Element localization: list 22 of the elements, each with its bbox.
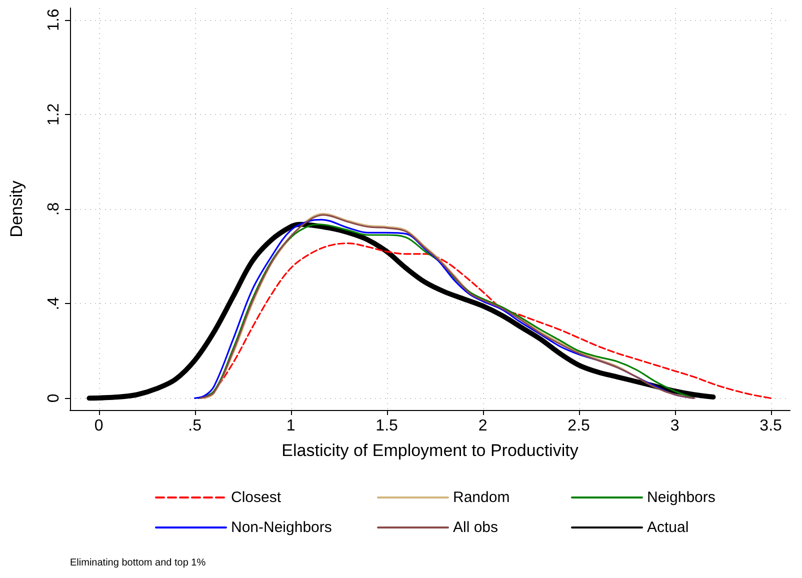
legend-label: Neighbors — [647, 489, 716, 506]
y-tick-label: 1.6 — [46, 8, 62, 31]
y-tick-label: 1.2 — [46, 103, 62, 126]
x-tick-label: .5 — [188, 418, 202, 434]
y-tick-label: .4 — [46, 296, 62, 310]
legend-label: Actual — [647, 519, 689, 536]
x-tick-label: 3.5 — [760, 418, 782, 434]
legend-label: Random — [453, 489, 510, 506]
text: Eliminating bottom and top 1% — [70, 558, 206, 568]
legend-label: All obs — [453, 519, 498, 536]
legend-label: Non-Neighbors — [231, 519, 332, 536]
x-tick-label: 2.5 — [568, 418, 590, 434]
legend-label: Closest — [231, 489, 282, 506]
x-tick-label: 1.5 — [376, 418, 398, 434]
x-tick-label: 0 — [94, 418, 104, 434]
x-tick-label: 2 — [478, 418, 488, 434]
y-tick-label: 0 — [46, 394, 62, 403]
y-axis-title: Density — [7, 180, 26, 238]
y-tick-label: .8 — [46, 202, 62, 216]
x-tick-label: 3 — [670, 418, 680, 434]
x-tick-label: 1 — [286, 418, 296, 434]
x-axis-title: Elasticity of Employment to Productivity — [282, 441, 579, 460]
